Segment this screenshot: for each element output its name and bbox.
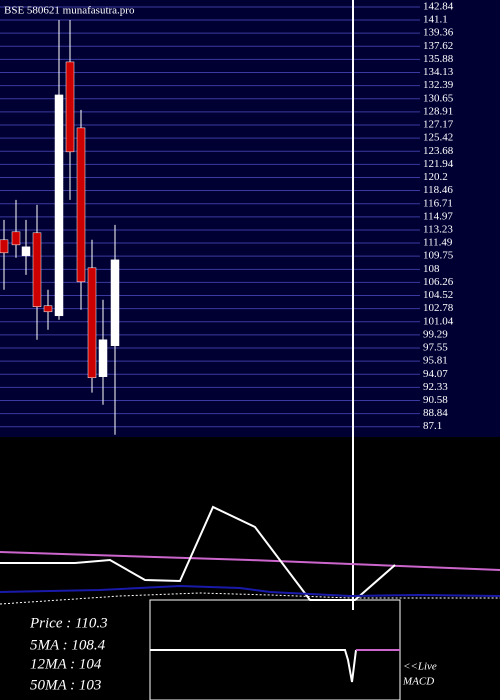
candles [0, 19, 120, 435]
y-tick-label: 99.29 [423, 328, 448, 340]
indicator-line [0, 592, 500, 605]
y-tick-label: 116.71 [423, 197, 453, 209]
y-tick-label: 134.13 [423, 66, 454, 78]
candle-body [54, 94, 64, 317]
indicator-line [0, 584, 500, 598]
candle-body [110, 259, 120, 347]
candle-body [11, 231, 21, 246]
y-tick-label: 118.46 [423, 184, 453, 196]
y-tick-label: 127.17 [423, 118, 454, 130]
y-tick-label: 137.62 [423, 40, 453, 52]
candle-body [32, 232, 42, 308]
y-tick-label: 109.75 [423, 250, 454, 262]
candle-body [21, 246, 31, 257]
candle-body [43, 305, 53, 313]
info-12ma: 12MA : 104 [30, 656, 102, 672]
chart-title: BSE 580621 munafasutra.pro [4, 5, 135, 17]
y-tick-label: 141.1 [423, 14, 448, 26]
macd-label: <<Live [403, 661, 437, 673]
macd-label: MACD [402, 676, 434, 688]
candle-body [98, 339, 108, 377]
y-tick-label: 114.97 [423, 210, 453, 222]
y-tick-label: 132.39 [423, 79, 454, 91]
candle-body [87, 267, 97, 379]
y-tick-label: 139.36 [423, 27, 454, 39]
y-tick-label: 94.07 [423, 368, 448, 380]
y-tick-label: 142.84 [423, 0, 454, 12]
y-tick-label: 135.88 [423, 53, 454, 65]
y-tick-label: 90.58 [423, 394, 448, 406]
info-5ma: 5MA : 108.4 [30, 637, 106, 653]
info-price: Price : 110.3 [29, 615, 108, 631]
y-tick-label: 121.94 [423, 158, 454, 170]
y-tick-label: 111.49 [423, 237, 453, 249]
y-tick-label: 128.91 [423, 105, 453, 117]
y-tick-label: 125.42 [423, 132, 453, 144]
y-tick-label: 130.65 [423, 92, 454, 104]
y-tick-label: 97.55 [423, 342, 448, 354]
macd-line [150, 649, 357, 683]
indicator-line [0, 551, 500, 571]
candle-body [65, 61, 75, 153]
y-tick-label: 92.33 [423, 381, 448, 393]
y-tick-label: 101.04 [423, 315, 454, 327]
y-tick-label: 88.84 [423, 407, 448, 419]
y-tick-label: 113.23 [423, 223, 453, 235]
y-tick-label: 102.78 [423, 302, 454, 314]
y-tick-label: 123.68 [423, 145, 454, 157]
candle-body [0, 239, 9, 254]
y-tick-label: 108 [423, 263, 440, 275]
y-tick-label: 106.26 [423, 276, 454, 288]
y-tick-label: 120.2 [423, 171, 448, 183]
info-50ma: 50MA : 103 [30, 677, 101, 693]
candle-body [76, 127, 86, 283]
y-tick-label: 95.81 [423, 355, 448, 367]
y-tick-label: 104.52 [423, 289, 453, 301]
y-tick-label: 87.1 [423, 420, 442, 432]
